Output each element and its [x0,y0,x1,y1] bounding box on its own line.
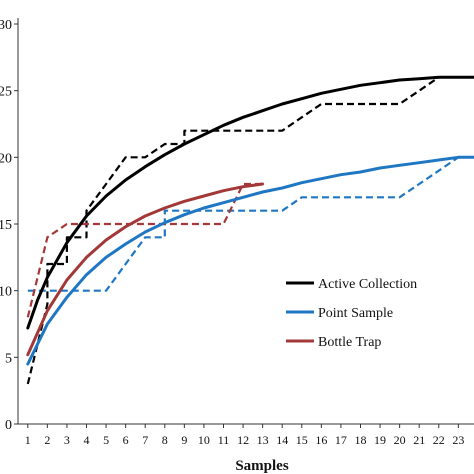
x-tick-label: 20 [394,433,406,447]
y-tick-label: 30 [0,18,12,33]
x-tick-label: 5 [103,433,109,447]
y-tick-label: 25 [0,85,12,100]
x-tick-label: 19 [374,433,386,447]
x-tick-label: 17 [335,433,347,447]
x-tick-label: 13 [257,433,269,447]
x-tick-label: 16 [315,433,327,447]
y-tick-label: 0 [5,418,12,433]
x-tick-label: 1 [25,433,31,447]
legend-label: Point Sample [318,306,393,321]
legend-label: Bottle Trap [318,335,381,350]
x-tick-label: 6 [123,433,129,447]
x-tick-label: 18 [354,433,366,447]
y-tick-label: 5 [5,351,12,366]
x-axis-ticks: 1 2 3 4 5 6 7 8 9 10 11 12 13 14 15 16 17 18 19 20 21 22 23 [25,424,464,447]
y-tick-label: 15 [0,218,12,233]
series-line-4 [26,182,265,357]
series-layer [26,75,474,385]
x-tick-label: 21 [413,433,425,447]
x-tick-label: 15 [296,433,308,447]
y-axis-ticks: 0 5 10 15 20 25 30 [0,18,18,433]
x-tick-label: 10 [198,433,210,447]
x-tick-label: 12 [237,433,249,447]
series-line-3 [27,156,474,292]
x-tick-label: 11 [218,433,230,447]
legend: Active Collection Point Sample Bottle Trap [286,277,417,350]
series-line-5 [26,182,263,318]
x-axis-label: Samples [235,458,289,474]
x-tick-label: 22 [433,433,445,447]
series-line-0 [26,75,474,330]
y-tick-label: 10 [0,285,12,300]
y-tick-label: 20 [0,151,12,166]
legend-label: Active Collection [318,277,417,292]
x-tick-label: 9 [181,433,187,447]
x-tick-label: 2 [44,433,50,447]
axes [17,18,474,425]
x-tick-label: 23 [452,433,464,447]
x-tick-label: 14 [276,433,288,447]
x-tick-label: 7 [142,433,148,447]
x-tick-label: 8 [162,433,168,447]
series-line-1 [26,76,474,385]
x-tick-label: 4 [83,433,89,447]
x-tick-label: 3 [64,433,70,447]
series-line-2 [26,155,474,366]
